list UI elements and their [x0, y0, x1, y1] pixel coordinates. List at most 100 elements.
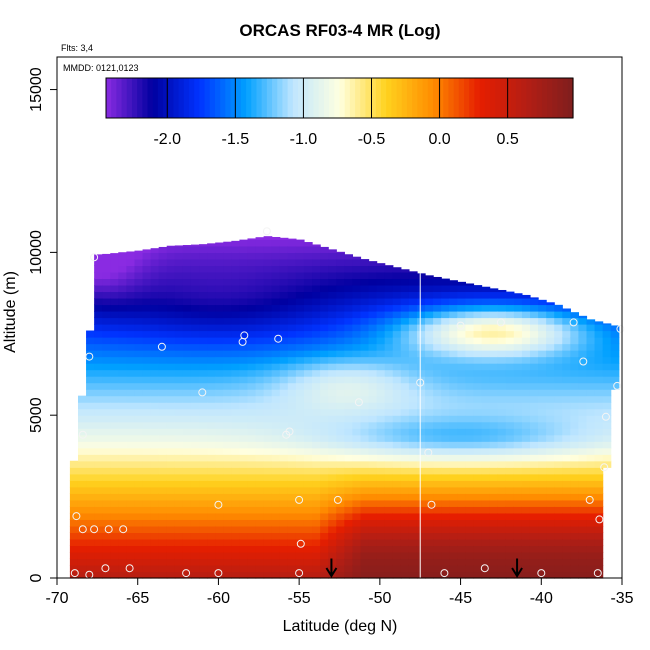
field-cell: [320, 252, 329, 260]
field-cell: [215, 447, 224, 455]
field-cell: [602, 324, 612, 332]
field-cell: [529, 415, 539, 423]
field-cell: [207, 350, 216, 358]
field-cell: [344, 454, 354, 462]
field-cell: [320, 558, 329, 566]
field-cell: [570, 356, 580, 364]
field-cell: [465, 558, 475, 566]
field-cell: [578, 447, 588, 455]
field-cell: [166, 304, 176, 312]
sample-point: [579, 357, 588, 366]
field-cell: [578, 538, 588, 547]
field-cell: [441, 564, 450, 573]
field-cell: [473, 415, 483, 423]
field-cell: [182, 297, 192, 306]
field-cell: [199, 258, 208, 266]
field-cell: [69, 532, 79, 540]
field-cell: [497, 317, 507, 325]
field-cell: [255, 376, 265, 384]
field-cell: [457, 395, 467, 403]
colorbar-cell: [282, 78, 289, 118]
field-cell: [457, 376, 467, 384]
field-cell: [271, 278, 281, 286]
field-cell: [328, 402, 337, 410]
field-cell: [239, 447, 249, 455]
field-cell: [239, 512, 249, 520]
field-cell: [150, 506, 160, 514]
field-cell: [69, 506, 79, 514]
field-cell: [538, 395, 547, 403]
field-cell: [190, 571, 200, 579]
field-cell: [352, 363, 362, 371]
field-cell: [295, 415, 305, 423]
field-cell: [320, 441, 329, 449]
field-cell: [271, 415, 281, 423]
field-cell: [538, 363, 547, 371]
field-cell: [263, 519, 273, 527]
field-cell: [368, 265, 378, 273]
field-cell: [320, 486, 329, 494]
field-cell: [255, 356, 265, 364]
field-cell: [255, 284, 265, 293]
field-cell: [174, 324, 184, 332]
field-cell: [287, 571, 297, 579]
field-cell: [400, 499, 410, 507]
field-cell: [481, 291, 491, 299]
field-cell: [94, 493, 103, 501]
field-cell: [441, 454, 450, 462]
field-cell: [303, 525, 313, 534]
field-cell: [118, 564, 128, 573]
field-cell: [77, 506, 87, 514]
field-cell: [505, 310, 515, 319]
field-cell: [578, 324, 588, 332]
sample-point: [600, 463, 609, 472]
field-cell: [166, 551, 176, 560]
field-cell: [449, 402, 458, 410]
field-cell: [223, 252, 232, 260]
field-cell: [513, 467, 523, 475]
field-cell: [166, 343, 176, 351]
field-cell: [247, 467, 257, 475]
field-cell: [223, 447, 232, 455]
field-cell: [473, 376, 483, 384]
field-cell: [247, 245, 257, 253]
field-cell: [360, 382, 370, 390]
field-cell: [312, 389, 321, 397]
field-cell: [400, 447, 410, 455]
field-cell: [578, 317, 588, 325]
field-cell: [360, 428, 370, 436]
field-cell: [86, 538, 95, 547]
field-cell: [433, 545, 442, 553]
field-cell: [166, 486, 176, 494]
field-cell: [190, 486, 200, 494]
field-cell: [416, 434, 426, 442]
field-cell: [102, 447, 111, 455]
field-cell: [86, 376, 95, 384]
field-cell: [529, 297, 539, 306]
field-cell: [312, 447, 321, 455]
field-cell: [271, 363, 281, 371]
field-cell: [546, 389, 555, 397]
field-cell: [529, 564, 539, 573]
field-cell: [279, 551, 289, 560]
field-cell: [376, 395, 386, 403]
field-cell: [521, 558, 531, 566]
field-cell: [505, 428, 515, 436]
field-cell: [174, 402, 184, 410]
field-cell: [497, 473, 507, 481]
field-cell: [166, 252, 176, 260]
field-cell: [134, 389, 144, 397]
field-cell: [118, 519, 128, 527]
field-cell: [416, 538, 426, 547]
field-cell: [449, 376, 458, 384]
field-cell: [312, 369, 321, 377]
colorbar-cell: [152, 78, 159, 118]
field-cell: [223, 571, 232, 579]
field-cell: [554, 525, 563, 534]
field-cell: [166, 571, 176, 579]
field-cell: [408, 525, 418, 534]
field-cell: [336, 402, 345, 410]
field-cell: [110, 363, 119, 371]
field-cell: [312, 244, 321, 247]
field-cell: [320, 545, 329, 553]
